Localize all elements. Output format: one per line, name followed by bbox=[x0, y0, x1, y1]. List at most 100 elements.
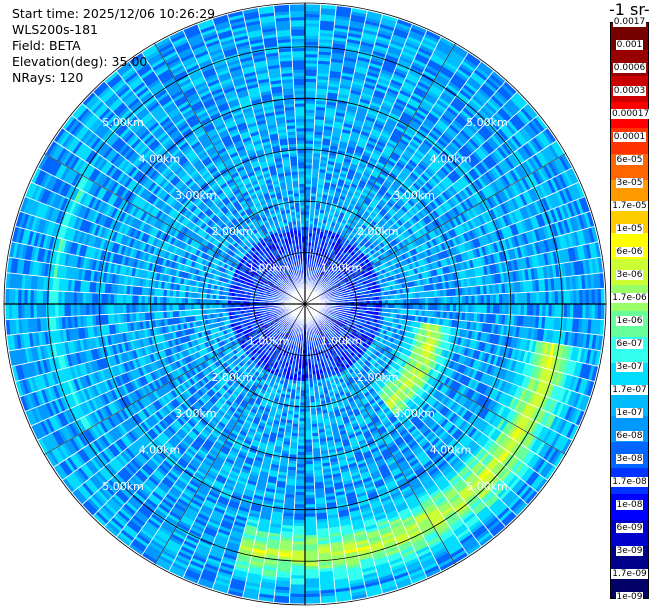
ppi-cell bbox=[304, 195, 311, 200]
ppi-cell bbox=[563, 290, 568, 305]
ppi-cell bbox=[449, 296, 454, 305]
ppi-cell bbox=[545, 291, 550, 305]
ppi-cell bbox=[508, 303, 513, 316]
ppi-cell bbox=[542, 303, 547, 317]
ppi-cell bbox=[492, 303, 497, 315]
ppi-cell bbox=[548, 290, 553, 305]
ppi-cell bbox=[563, 303, 568, 318]
ppi-cell bbox=[489, 293, 494, 305]
ppi-cell bbox=[304, 214, 310, 218]
ppi-cell bbox=[569, 303, 574, 319]
ppi-cell bbox=[437, 303, 442, 312]
ppi-cell bbox=[600, 303, 605, 320]
ppi-cell bbox=[486, 294, 491, 305]
ppi-cell bbox=[446, 303, 451, 312]
ppi-cell bbox=[304, 177, 312, 181]
ppi-cell bbox=[390, 308, 395, 314]
ppi-cell bbox=[471, 303, 476, 314]
ppi-cell bbox=[600, 288, 605, 305]
ppi-cell bbox=[304, 143, 314, 147]
ppi-cell bbox=[480, 303, 485, 314]
ppi-cell bbox=[384, 299, 389, 305]
ppi-cell bbox=[443, 303, 448, 312]
ppi-cell bbox=[400, 298, 404, 305]
ppi-cell bbox=[304, 90, 317, 95]
ppi-cell bbox=[440, 296, 445, 305]
ppi-cell bbox=[431, 303, 435, 311]
ppi-cell bbox=[304, 112, 316, 117]
ppi-cell bbox=[566, 303, 571, 319]
ppi-cell bbox=[388, 299, 392, 305]
ppi-cell bbox=[573, 289, 577, 305]
ppi-cell bbox=[406, 298, 411, 305]
ppi-cell bbox=[409, 303, 414, 310]
ppi-cell bbox=[304, 189, 312, 194]
ppi-cell bbox=[304, 66, 318, 70]
ppi-cell bbox=[477, 303, 482, 314]
ppi-cell bbox=[489, 303, 494, 315]
ppi-cell bbox=[462, 303, 466, 313]
ppi-cell bbox=[381, 303, 386, 309]
ppi-cell bbox=[304, 75, 318, 80]
ppi-cell bbox=[471, 294, 476, 305]
ppi-cell bbox=[304, 205, 311, 209]
ppi-cell bbox=[548, 303, 553, 318]
ppi-cell bbox=[452, 295, 457, 305]
ppi-cell bbox=[412, 297, 417, 305]
ppi-cell bbox=[304, 96, 317, 101]
ppi-cell bbox=[542, 291, 547, 305]
ppi-cell bbox=[304, 167, 313, 172]
ppi-cell bbox=[304, 161, 313, 166]
ppi-cell bbox=[418, 297, 423, 305]
ppi-cell bbox=[492, 293, 497, 305]
ppi-cell bbox=[390, 294, 395, 300]
ppi-cell bbox=[566, 289, 571, 305]
ppi-cell bbox=[539, 291, 543, 305]
ppi-cell bbox=[514, 303, 519, 316]
ppi-cell bbox=[304, 174, 312, 178]
ppi-cell bbox=[532, 291, 537, 305]
ppi-cell bbox=[526, 303, 531, 317]
ppi-cell bbox=[514, 292, 519, 305]
ppi-cell bbox=[412, 303, 417, 311]
ppi-cell bbox=[421, 303, 426, 311]
ppi-cell bbox=[449, 303, 454, 312]
ppi-cell bbox=[569, 289, 574, 305]
ppi-cell bbox=[304, 118, 315, 123]
ppi-cell bbox=[573, 303, 577, 319]
ppi-cell bbox=[502, 303, 506, 315]
ppi-cell bbox=[508, 292, 513, 305]
ppi-cell bbox=[465, 295, 469, 305]
ppi-cell bbox=[428, 297, 432, 305]
ppi-cell bbox=[520, 303, 525, 316]
ppi-cell bbox=[391, 303, 395, 309]
ppi-cell bbox=[406, 303, 411, 310]
ppi-cell bbox=[304, 201, 311, 206]
ppi-cell bbox=[437, 296, 442, 305]
ppi-cell bbox=[443, 296, 448, 305]
ppi-cell bbox=[557, 290, 562, 305]
ppi-cell bbox=[304, 109, 316, 114]
ppi-cell bbox=[495, 303, 500, 315]
ppi-cell bbox=[468, 295, 472, 305]
ppi-cell bbox=[304, 69, 318, 73]
ppi-cell bbox=[551, 303, 556, 318]
ppi-cell bbox=[304, 140, 314, 144]
ppi-cell bbox=[394, 298, 398, 305]
ppi-cell bbox=[304, 121, 315, 126]
ppi-cell bbox=[452, 303, 457, 313]
ppi-cell bbox=[304, 115, 316, 120]
ppi-cell bbox=[446, 296, 451, 305]
ppi-cell bbox=[378, 303, 383, 309]
ppi-cell bbox=[511, 303, 516, 316]
ppi-cell bbox=[483, 303, 488, 314]
ppi-cell bbox=[462, 295, 466, 305]
ppi-cell bbox=[554, 303, 559, 318]
ppi-cell bbox=[304, 130, 315, 135]
ppi-cell bbox=[304, 53, 319, 58]
ppi-cell bbox=[304, 50, 319, 55]
ppi-cell bbox=[495, 293, 500, 305]
ppi-cell bbox=[394, 303, 398, 310]
ppi-cell bbox=[304, 137, 314, 141]
